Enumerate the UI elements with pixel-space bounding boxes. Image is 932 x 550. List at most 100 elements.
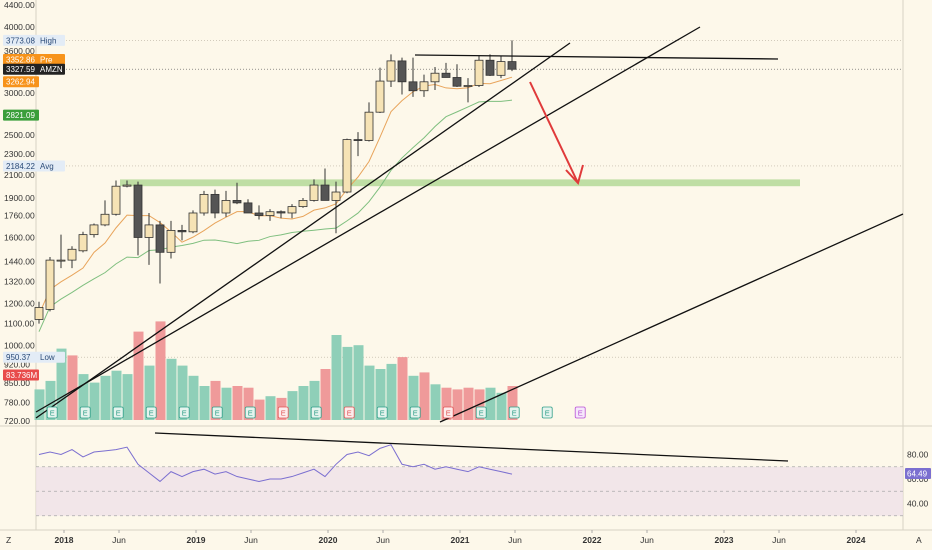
y-tick-label: 3600.00 (4, 46, 35, 56)
volume-bar (353, 345, 364, 420)
candle-body (78, 234, 88, 252)
candle-body (56, 259, 66, 262)
candle-body (386, 60, 396, 82)
x-tick-label: Jun (112, 535, 126, 545)
corner-left-label: Z (6, 535, 11, 545)
price-tag (3, 53, 65, 65)
earnings-marker (574, 406, 586, 419)
volume-bar (485, 387, 496, 420)
candle-body (34, 307, 44, 320)
earnings-marker-label: E (215, 409, 220, 418)
price-tag-value: 3773.08 (6, 36, 35, 45)
earnings-marker (46, 406, 58, 419)
earnings-marker (211, 406, 223, 419)
earnings-marker (442, 406, 454, 419)
candle-body (276, 211, 286, 214)
price-tag (3, 63, 65, 75)
price-tag-label: AMZN (40, 65, 63, 74)
candle-body (419, 81, 429, 92)
volume-bar (265, 396, 276, 420)
x-tick-label: 2024 (847, 535, 866, 545)
x-tick-label: Jun (244, 535, 258, 545)
candle-body (265, 211, 275, 216)
earnings-marker-label: E (248, 409, 253, 418)
candle-body (45, 259, 55, 310)
volume-bar (331, 335, 342, 420)
candle-body (430, 72, 440, 83)
volume-bar (210, 380, 221, 420)
y-tick-label: 1000.00 (4, 341, 35, 351)
earnings-marker (79, 406, 91, 419)
projection-arrowhead (565, 164, 584, 185)
volume-bar (56, 348, 67, 420)
volume-bar (144, 365, 155, 420)
rsi-line (38, 444, 513, 483)
candle-body (353, 139, 363, 141)
price-tag (3, 34, 65, 46)
earnings-marker-label: E (314, 409, 319, 418)
trendline (414, 54, 779, 60)
earnings-marker-label: E (149, 409, 154, 418)
x-tick-label: 2023 (715, 535, 734, 545)
earnings-marker (508, 406, 520, 419)
candle-body (507, 61, 517, 70)
earnings-marker (409, 406, 421, 419)
volume-bar (78, 374, 89, 420)
rsi-value-text: 64.49 (907, 469, 928, 478)
price-tag-label: Pre (40, 55, 53, 64)
candle-body (199, 193, 209, 214)
price-tag (3, 160, 65, 172)
earnings-marker (244, 406, 256, 419)
y-tick-label: 1900.00 (4, 193, 35, 203)
volume-bar (386, 363, 397, 420)
earnings-marker-label: E (413, 409, 418, 418)
candle-body (342, 139, 352, 193)
volume-bar (397, 357, 408, 420)
rsi-divergence-line (154, 432, 789, 462)
candle-body (463, 85, 473, 87)
candle-body (298, 200, 308, 208)
earnings-marker-label: E (446, 409, 451, 418)
earnings-marker-label: E (281, 409, 286, 418)
price-tag-label: Low (40, 353, 55, 362)
earnings-marker (541, 406, 553, 419)
volume-bar (375, 369, 386, 420)
moving-average-fast (38, 76, 513, 315)
volume-bar (89, 382, 100, 420)
price-tag (3, 369, 39, 381)
price-tag-label: High (40, 36, 56, 45)
price-tag-label: Avg (40, 162, 54, 171)
support-zone (120, 179, 800, 187)
x-tick-label: 2018 (55, 535, 74, 545)
y-tick-label: 1200.00 (4, 299, 35, 309)
y-tick-label: 1600.00 (4, 232, 35, 242)
earnings-marker-label: E (380, 409, 385, 418)
volume-bar (309, 380, 320, 420)
volume-bar (177, 365, 188, 420)
candle-body (122, 184, 132, 187)
volume-bar (155, 321, 166, 420)
candle-body (232, 200, 242, 204)
volume-bar (45, 380, 56, 420)
rsi-tick-label: 80.00 (907, 450, 929, 460)
y-tick-label: 1320.00 (4, 277, 35, 287)
earnings-marker-label: E (578, 409, 583, 418)
earnings-marker (277, 406, 289, 419)
earnings-marker (475, 406, 487, 419)
volume-bar (122, 374, 133, 420)
earnings-marker-label: E (182, 409, 187, 418)
volume-bar (133, 331, 144, 420)
candle-body (309, 184, 319, 201)
projection-arrow (529, 81, 579, 184)
y-tick-label: 3000.00 (4, 88, 35, 98)
earnings-marker-label: E (347, 409, 352, 418)
x-tick-label: 2021 (451, 535, 470, 545)
candle-body (397, 60, 407, 83)
earnings-marker-label: E (545, 409, 550, 418)
volume-bar (166, 358, 177, 420)
candle-body (166, 230, 176, 253)
price-tag-value: 950.37 (6, 353, 31, 362)
volume-bar (419, 372, 430, 420)
